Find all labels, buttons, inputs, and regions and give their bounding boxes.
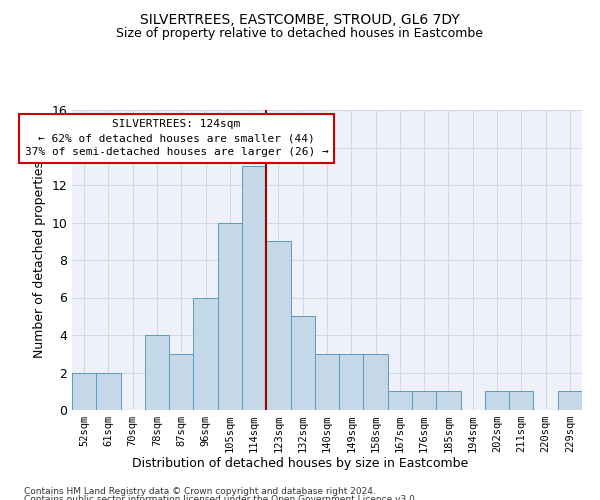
- Bar: [169, 354, 193, 410]
- Bar: [242, 166, 266, 410]
- Bar: [558, 391, 582, 410]
- Bar: [388, 391, 412, 410]
- Text: Size of property relative to detached houses in Eastcombe: Size of property relative to detached ho…: [116, 28, 484, 40]
- Text: Contains HM Land Registry data © Crown copyright and database right 2024.: Contains HM Land Registry data © Crown c…: [24, 488, 376, 496]
- Text: SILVERTREES: 124sqm
← 62% of detached houses are smaller (44)
37% of semi-detach: SILVERTREES: 124sqm ← 62% of detached ho…: [25, 120, 328, 158]
- Text: Contains public sector information licensed under the Open Government Licence v3: Contains public sector information licen…: [24, 495, 418, 500]
- Text: SILVERTREES, EASTCOMBE, STROUD, GL6 7DY: SILVERTREES, EASTCOMBE, STROUD, GL6 7DY: [140, 12, 460, 26]
- Bar: [339, 354, 364, 410]
- Y-axis label: Number of detached properties: Number of detached properties: [33, 162, 46, 358]
- Bar: [193, 298, 218, 410]
- Bar: [218, 222, 242, 410]
- Bar: [509, 391, 533, 410]
- Bar: [145, 335, 169, 410]
- Bar: [96, 372, 121, 410]
- Bar: [412, 391, 436, 410]
- Bar: [485, 391, 509, 410]
- Bar: [266, 242, 290, 410]
- Text: Distribution of detached houses by size in Eastcombe: Distribution of detached houses by size …: [132, 457, 468, 470]
- Bar: [72, 372, 96, 410]
- Bar: [364, 354, 388, 410]
- Bar: [315, 354, 339, 410]
- Bar: [436, 391, 461, 410]
- Bar: [290, 316, 315, 410]
